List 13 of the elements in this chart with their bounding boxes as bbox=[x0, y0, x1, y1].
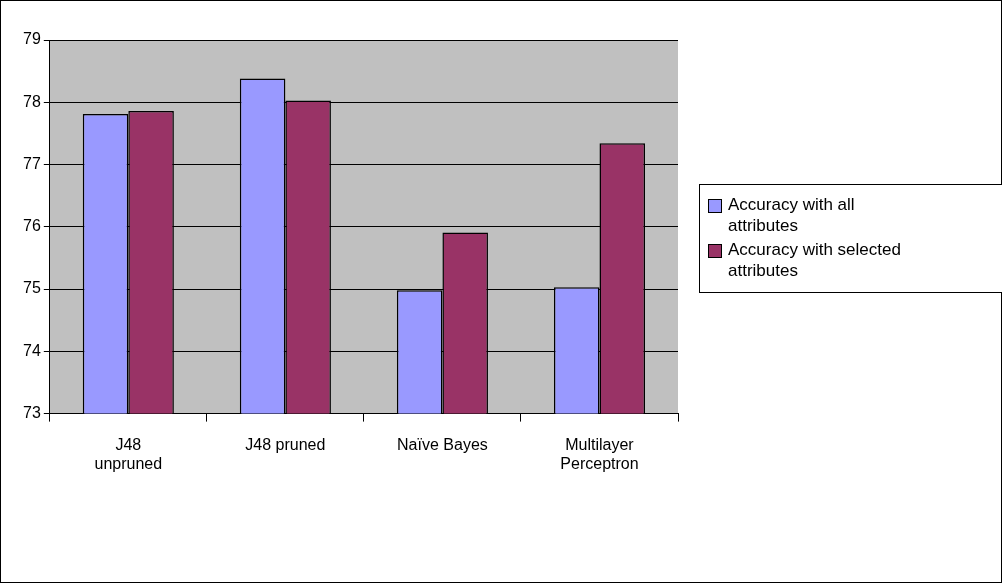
x-tick-label: Naïve Bayes bbox=[397, 435, 488, 453]
y-tick-label: 73 bbox=[23, 404, 41, 422]
y-tick-label: 79 bbox=[23, 30, 41, 48]
x-tick-label: J48 pruned bbox=[245, 435, 326, 453]
x-tick-label: Multilayer Perceptron bbox=[560, 435, 639, 472]
y-tick-label: 76 bbox=[23, 217, 41, 235]
y-tick-label: 78 bbox=[23, 92, 41, 110]
x-tick-label: J48 unpruned bbox=[94, 435, 163, 472]
y-tick-label: 77 bbox=[23, 154, 41, 172]
legend-label: Accuracy with all attributes bbox=[728, 194, 856, 236]
legend-label: Accuracy with selected attributes bbox=[728, 239, 902, 281]
y-tick-label: 75 bbox=[23, 279, 41, 297]
y-tick-label: 74 bbox=[23, 341, 41, 359]
